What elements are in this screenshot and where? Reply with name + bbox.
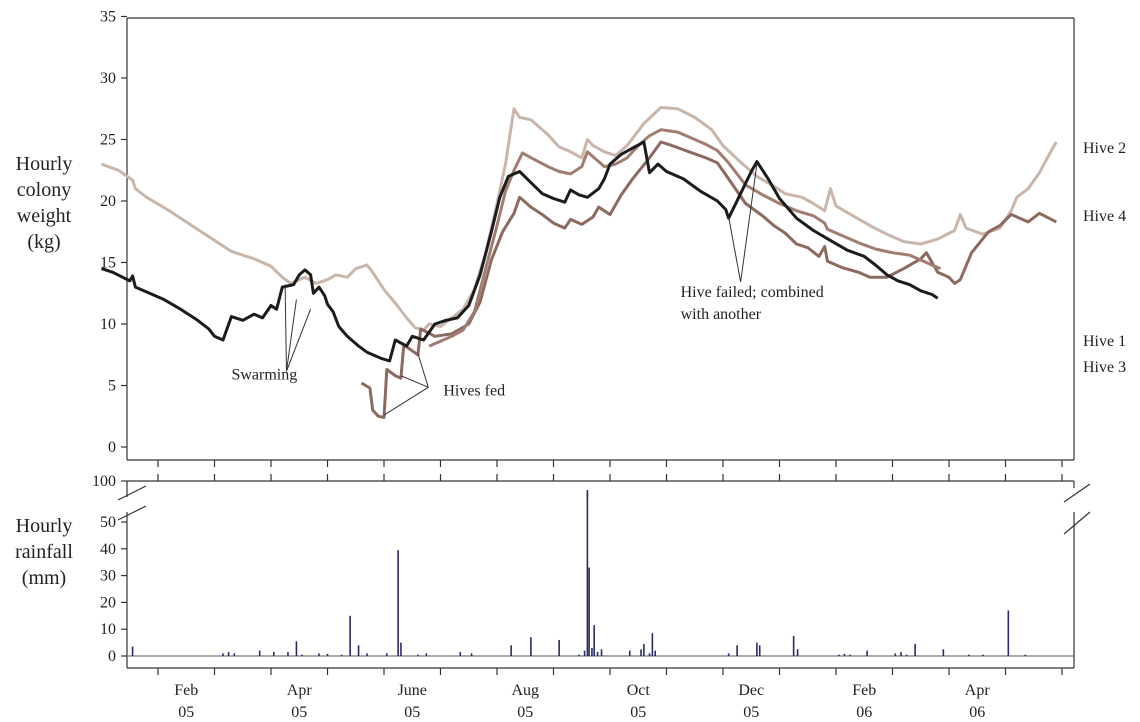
series-line-hive-4 bbox=[360, 140, 1057, 419]
rain-y-tick-label: 0 bbox=[108, 648, 116, 665]
series-label: Hive 3 bbox=[1083, 359, 1126, 376]
annotation-leader-line bbox=[383, 386, 429, 416]
weight-y-tick-label: 0 bbox=[108, 439, 116, 456]
weight-y-label-line: (kg) bbox=[27, 231, 60, 253]
rain-y-tick-label: 100 bbox=[92, 473, 116, 490]
rain-y-ticks: 0 10 20 30 40 50 100 bbox=[92, 473, 127, 665]
month-label: Dec bbox=[738, 682, 764, 699]
weight-y-ticks: 0 5 10 15 20 25 30 35 bbox=[100, 9, 127, 456]
year-label: 05 bbox=[743, 704, 759, 721]
series-label: Hive 1 bbox=[1083, 333, 1126, 350]
weight-annotations: Swarming Hives fed Hive failed; combined wi… bbox=[231, 164, 824, 416]
month-label: Oct bbox=[627, 682, 651, 699]
annotation-text-line2: with another bbox=[681, 306, 762, 323]
axis-break-marks-right bbox=[1063, 483, 1091, 535]
annotation-leader-line bbox=[285, 299, 297, 372]
rain-y-tick-label: 30 bbox=[100, 568, 116, 585]
weight-y-label-line: weight bbox=[17, 205, 72, 227]
month-label: Aug bbox=[511, 682, 539, 699]
series-line-hive-1 bbox=[101, 140, 939, 363]
weight-x-ticks bbox=[157, 460, 1063, 467]
rain-bars bbox=[131, 490, 1027, 656]
year-label: 05 bbox=[291, 704, 307, 721]
weight-y-label-line: colony bbox=[17, 179, 71, 201]
rain-x-ticks bbox=[157, 474, 1063, 675]
year-label: 06 bbox=[969, 704, 985, 721]
month-label: Feb bbox=[852, 682, 876, 699]
weight-y-tick-label: 5 bbox=[108, 378, 116, 395]
annotation-text: Hive failed; combined bbox=[681, 284, 824, 301]
series-label: Hive 4 bbox=[1083, 208, 1126, 225]
series-label: Hive 2 bbox=[1083, 140, 1126, 157]
year-label: 05 bbox=[404, 704, 420, 721]
weight-y-tick-label: 30 bbox=[100, 70, 116, 87]
rain-y-tick-label: 10 bbox=[100, 621, 116, 638]
rain-y-label-line: (mm) bbox=[22, 567, 66, 589]
weight-y-tick-label: 15 bbox=[100, 255, 116, 272]
series-line-hive-2 bbox=[100, 106, 1058, 332]
weight-series-lines bbox=[100, 106, 1058, 419]
month-label: June bbox=[398, 682, 427, 699]
annotation-leader-line bbox=[417, 353, 429, 388]
annotation-leader-line bbox=[740, 164, 758, 283]
annotation-leader-line bbox=[285, 309, 312, 372]
year-label: 05 bbox=[517, 704, 533, 721]
weight-y-tick-label: 25 bbox=[100, 132, 116, 149]
month-labels: Feb 05 Apr 05 June 05 Aug 05 Oct 05 Dec 05 Feb 06 Apr 0… bbox=[174, 682, 990, 721]
weight-y-label-line: Hourly bbox=[16, 153, 73, 175]
series-line-hive-3 bbox=[428, 128, 942, 348]
rain-y-tick-label: 20 bbox=[100, 594, 116, 611]
annotation-text: Swarming bbox=[231, 366, 297, 383]
month-label: Apr bbox=[287, 682, 313, 699]
weight-y-tick-label: 35 bbox=[100, 9, 116, 26]
year-label: 05 bbox=[630, 704, 646, 721]
weight-y-tick-label: 20 bbox=[100, 193, 116, 210]
annotation-leader-line bbox=[728, 216, 742, 283]
rain-y-label-line: rainfall bbox=[15, 541, 73, 563]
month-label: Apr bbox=[965, 682, 991, 699]
annotation-text: Hives fed bbox=[443, 382, 505, 399]
axis-break-marks-left bbox=[117, 485, 147, 521]
weight-panel: 0 5 10 15 20 25 30 35 Swarming Hives fed Hive fai… bbox=[16, 9, 1126, 467]
year-label: 05 bbox=[178, 704, 194, 721]
year-label: 06 bbox=[856, 704, 872, 721]
weight-y-axis-label: Hourly colony weight (kg) bbox=[16, 153, 73, 253]
rain-y-label-line: Hourly bbox=[16, 515, 73, 537]
month-label: Feb bbox=[174, 682, 198, 699]
rain-y-tick-label: 40 bbox=[100, 541, 116, 558]
rain-y-axis-label: Hourly rainfall (mm) bbox=[15, 515, 73, 589]
weight-y-tick-label: 10 bbox=[100, 316, 116, 333]
annotation-leader-line bbox=[400, 375, 429, 388]
annotation-leader-line bbox=[284, 284, 287, 372]
series-labels: Hive 2 Hive 4 Hive 1 Hive 3 bbox=[1083, 140, 1126, 376]
rain-y-tick-label: 50 bbox=[100, 514, 116, 531]
rainfall-panel: 0 10 20 30 40 50 100 Hourly rainfall (mm) Feb 05 A… bbox=[15, 473, 1091, 721]
